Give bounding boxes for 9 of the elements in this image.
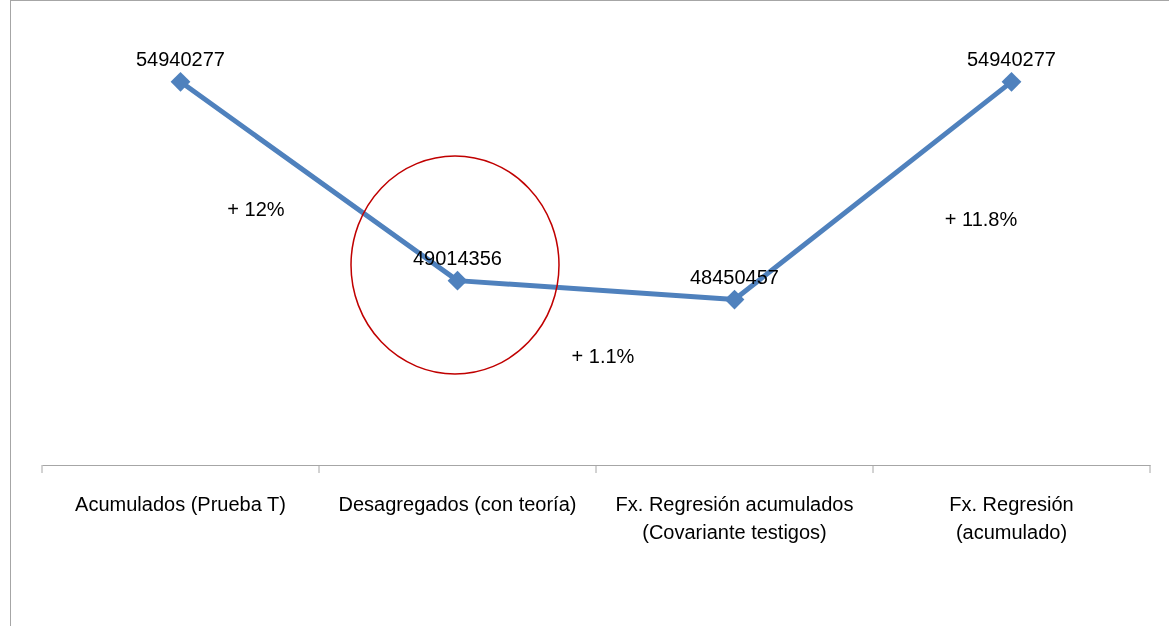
- x-tick-label: Fx. Regresión acumulados (Covariante testigos): [615, 493, 854, 544]
- annotation: + 12%: [227, 198, 285, 221]
- annotation: + 11.8%: [944, 207, 1018, 230]
- data-label: 54940277: [967, 47, 1056, 70]
- x-tick-label: Fx. Regresión (acumulado): [949, 493, 1074, 544]
- text: + 1.1%: [571, 345, 635, 368]
- x-tick-label: Acumulados (Prueba T): [75, 493, 286, 516]
- x-tick-label: Desagregados (con teoría): [338, 493, 577, 516]
- data-label: 54940277: [136, 47, 225, 70]
